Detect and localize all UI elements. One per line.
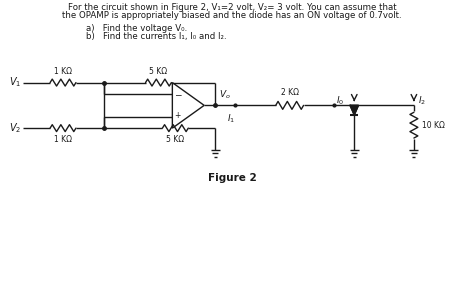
- Text: $V_2$: $V_2$: [9, 121, 21, 135]
- Text: 2 KΩ: 2 KΩ: [281, 88, 299, 97]
- Text: −: −: [174, 90, 181, 99]
- Text: 5 KΩ: 5 KΩ: [166, 135, 184, 144]
- Polygon shape: [350, 105, 358, 115]
- Text: a)   Find the voltage V₀.: a) Find the voltage V₀.: [86, 24, 187, 33]
- Text: $V_o$: $V_o$: [219, 89, 231, 101]
- Text: b)   Find the currents I₁, I₀ and I₂.: b) Find the currents I₁, I₀ and I₂.: [86, 32, 226, 41]
- Text: 1 KΩ: 1 KΩ: [54, 135, 72, 144]
- Text: $I_2$: $I_2$: [418, 94, 426, 107]
- Text: 10 KΩ: 10 KΩ: [422, 121, 445, 130]
- Text: 1 KΩ: 1 KΩ: [54, 67, 72, 76]
- Text: the OPAMP is appropriately biased and the diode has an ON voltage of 0.7volt.: the OPAMP is appropriately biased and th…: [62, 11, 402, 20]
- Text: $V_1$: $V_1$: [9, 76, 21, 89]
- Text: $I_0$: $I_0$: [336, 94, 344, 107]
- Text: For the circuit shown in Figure 2, V₁=2 volt, V₂= 3 volt. You can assume that: For the circuit shown in Figure 2, V₁=2 …: [68, 3, 396, 12]
- Text: +: +: [174, 111, 181, 120]
- Text: Figure 2: Figure 2: [207, 173, 257, 183]
- Text: $I_1$: $I_1$: [227, 112, 235, 125]
- Text: 5 KΩ: 5 KΩ: [150, 67, 168, 76]
